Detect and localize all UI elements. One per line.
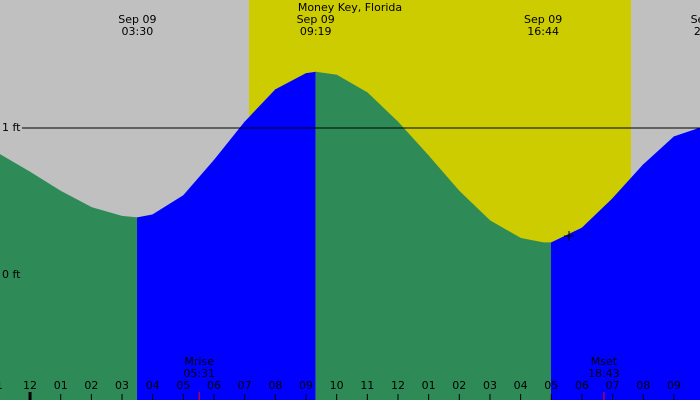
tide-segment [29,171,62,400]
x-tick-label: 05 [176,379,190,392]
x-tick-label: 07 [606,379,620,392]
extreme-date: Sep 09 [118,13,156,26]
moon-label: Mset [591,355,618,368]
tide-segment [428,155,460,400]
x-tick-label: 02 [452,379,466,392]
x-tick-label: 05 [544,379,558,392]
moon-time: 05:31 [183,367,215,380]
extreme-date: Sep 09 [524,13,562,26]
tide-segment [550,227,583,400]
tide-segment [121,215,138,400]
tide-segment [489,220,521,400]
tide-segment [137,214,153,400]
y-tick-label: 1 ft [2,121,21,134]
tide-segment [520,237,544,400]
x-tick-label: 12 [391,379,405,392]
extreme-date: Sep 09 [691,13,700,26]
tide-segment [315,71,337,400]
x-tick-label: 09 [299,379,313,392]
x-tick-label: 04 [146,379,160,392]
x-tick-label: 01 [54,379,68,392]
extreme-time: 16:44 [527,25,559,38]
tide-segment [275,73,307,400]
tide-segment [642,136,675,400]
extreme-time: 03:30 [122,25,154,38]
x-tick-label: 06 [207,379,221,392]
tide-segment [91,206,123,400]
x-tick-label: 02 [84,379,98,392]
tide-segment [305,71,317,400]
x-tick-label: 10 [330,379,344,392]
x-tick-label: 07 [238,379,252,392]
tide-segment [336,74,368,400]
tide-segment [673,127,700,400]
x-tick-label: 01 [422,379,436,392]
tide-segment [397,121,429,400]
tide-segment [60,190,92,400]
y-tick-label: 0 ft [2,268,21,281]
extreme-time: 22:10 [694,25,700,38]
x-tick-label: 1 [0,379,3,392]
now-marker [564,231,574,241]
x-tick-label: 12 [23,379,37,392]
tide-segment [244,88,276,400]
tide-segment [152,195,184,400]
x-tick-label: 09 [667,379,681,392]
x-tick-label: 11 [360,379,374,392]
x-tick-label: 04 [514,379,528,392]
extreme-time: 09:19 [300,25,332,38]
tide-area [0,71,700,400]
tide-segment [612,163,644,400]
x-tick-label: 08 [636,379,650,392]
tide-segment [367,91,399,400]
overlay: 0 ft 1 ft 1 12 01 02 03 04 05 06 07 08 09 10 11 12 01 02 0… [0,13,700,400]
tide-segment [213,121,245,400]
x-tick-label: 03 [115,379,129,392]
moon-label: Mrise [184,355,214,368]
extreme-date: Sep 09 [297,13,335,26]
moon-time: 18:43 [588,367,620,380]
chart-title: Money Key, Florida [298,1,402,14]
tide-segment [459,190,491,400]
x-tick-label: 08 [268,379,282,392]
tide-segment [542,242,552,400]
x-tick-label: 03 [483,379,497,392]
x-tick-label: 06 [575,379,589,392]
